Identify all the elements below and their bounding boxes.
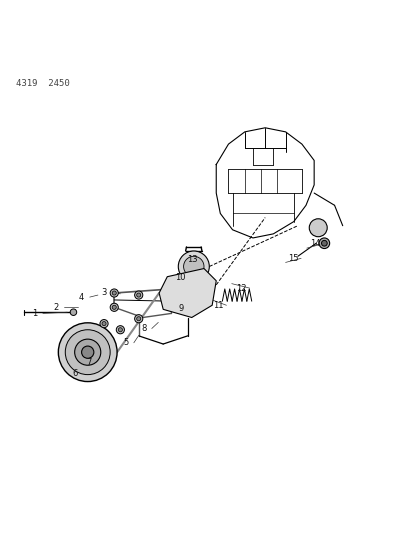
Circle shape [319, 238, 330, 248]
Text: 12: 12 [236, 284, 247, 293]
Polygon shape [159, 269, 216, 318]
Circle shape [178, 251, 209, 282]
Text: 13: 13 [187, 255, 198, 264]
Circle shape [309, 219, 327, 237]
Text: 4319  2450: 4319 2450 [16, 79, 70, 88]
Circle shape [118, 328, 122, 332]
Text: 1: 1 [32, 309, 37, 318]
Circle shape [110, 289, 118, 297]
Text: 4: 4 [79, 293, 84, 302]
Circle shape [75, 339, 101, 365]
Text: 8: 8 [141, 324, 146, 333]
Circle shape [70, 309, 77, 316]
Circle shape [110, 303, 118, 311]
Circle shape [137, 317, 141, 321]
Text: 3: 3 [101, 288, 107, 297]
Circle shape [322, 240, 327, 246]
Circle shape [175, 277, 208, 309]
Circle shape [184, 256, 204, 277]
Text: 10: 10 [175, 273, 186, 282]
Circle shape [135, 314, 143, 323]
Circle shape [187, 288, 197, 298]
Circle shape [65, 330, 110, 375]
Text: 2: 2 [54, 303, 59, 312]
Circle shape [112, 305, 116, 309]
Circle shape [82, 346, 94, 358]
Text: 5: 5 [123, 338, 128, 348]
Text: 15: 15 [288, 254, 298, 263]
Text: 6: 6 [73, 369, 78, 378]
Circle shape [58, 323, 117, 382]
Circle shape [112, 291, 116, 295]
Circle shape [135, 291, 143, 299]
Text: 14: 14 [310, 239, 320, 248]
Circle shape [182, 283, 202, 303]
Circle shape [116, 326, 124, 334]
Text: 9: 9 [178, 304, 183, 313]
Text: 7: 7 [86, 358, 92, 367]
Circle shape [137, 293, 141, 297]
Circle shape [100, 320, 108, 328]
Circle shape [102, 321, 106, 326]
Text: 11: 11 [213, 301, 224, 310]
